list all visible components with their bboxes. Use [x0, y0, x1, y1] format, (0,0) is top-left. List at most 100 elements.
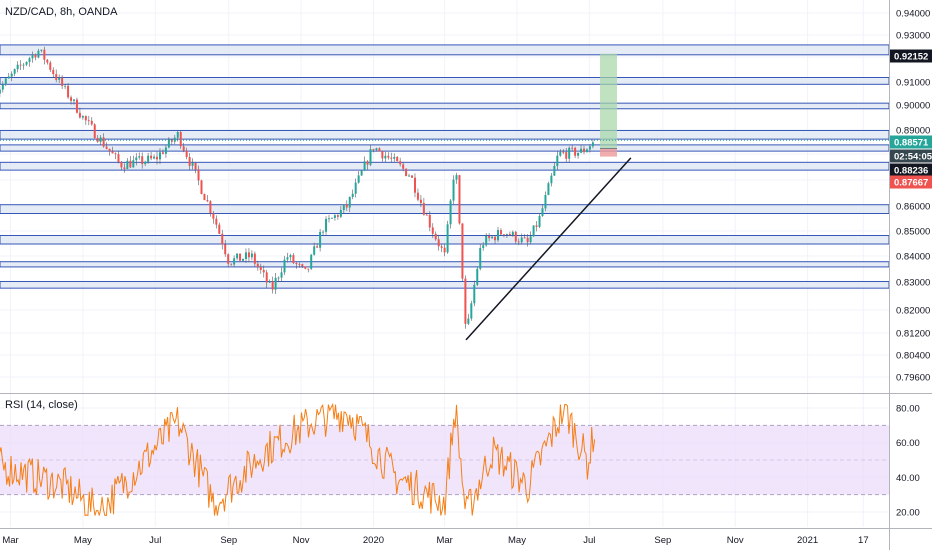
- candle-body: [179, 132, 182, 147]
- candle-body: [580, 148, 583, 153]
- candle-body: [31, 54, 34, 59]
- candle-body: [541, 208, 544, 216]
- candle-body: [239, 253, 242, 261]
- candle-body: [520, 237, 523, 243]
- price-tag-label: 0.92152: [894, 52, 928, 63]
- candle-body: [93, 124, 96, 138]
- candle-body: [491, 236, 494, 239]
- candle-body: [96, 137, 99, 142]
- candle-body: [22, 64, 25, 66]
- candle-body: [577, 152, 580, 156]
- candle-body: [114, 153, 117, 155]
- candle-body: [117, 154, 120, 163]
- candle-body: [434, 233, 437, 240]
- candle-body: [517, 241, 520, 243]
- zone-1: [0, 77, 890, 85]
- candle-body: [375, 148, 378, 151]
- candle-body: [274, 277, 277, 290]
- candle-body: [425, 214, 428, 216]
- y-tick-label: 0.85000: [896, 227, 930, 238]
- drawings: [0, 53, 889, 341]
- candle-body: [372, 149, 375, 151]
- price-candles: [0, 46, 594, 329]
- candle-body: [301, 264, 304, 267]
- candle-body: [19, 64, 22, 66]
- candle-body: [108, 148, 111, 152]
- candle-body: [271, 281, 274, 290]
- candle-body: [381, 151, 384, 159]
- candle-body: [262, 269, 265, 273]
- candle-body: [87, 120, 90, 122]
- candle-body: [212, 213, 215, 219]
- candle-body: [58, 77, 61, 80]
- candle-body: [455, 175, 458, 180]
- candle-body: [497, 230, 500, 241]
- candle-body: [253, 253, 256, 264]
- candle-body: [242, 258, 245, 261]
- candle-body: [369, 149, 372, 165]
- y-tick-label: 0.79600: [896, 373, 930, 384]
- y-tick-label: 0.84000: [896, 252, 930, 263]
- candle-body: [268, 281, 271, 283]
- x-tick-label: Nov: [293, 535, 310, 546]
- y-tick-label: 0.82000: [896, 306, 930, 317]
- candle-body: [405, 168, 408, 176]
- candle-body: [408, 175, 411, 177]
- candle-body: [568, 147, 571, 159]
- candle-body: [470, 303, 473, 319]
- candle-body: [502, 234, 505, 236]
- candle-body: [345, 204, 348, 208]
- candle-body: [105, 146, 108, 149]
- x-tick-label: Nov: [727, 535, 744, 546]
- price-tag-label: 0.88571: [894, 138, 929, 149]
- y-tick-label: 0.83000: [896, 278, 930, 289]
- candle-body: [583, 148, 586, 153]
- candle-body: [52, 69, 55, 75]
- price-tag-bg: [890, 135, 932, 149]
- candle-body: [7, 76, 10, 79]
- rsi-title: RSI (14, close): [5, 399, 78, 411]
- candle-body: [307, 268, 310, 270]
- candle-body: [384, 155, 387, 159]
- candle-body: [161, 152, 164, 154]
- candle-body: [203, 193, 206, 201]
- candle-body: [10, 73, 13, 77]
- candle-body: [390, 157, 393, 159]
- candle-body: [360, 170, 363, 176]
- candle-body: [538, 215, 541, 227]
- x-tick-label: 2020: [363, 535, 384, 546]
- x-tick-label: 17: [858, 535, 869, 546]
- candle-body: [49, 62, 52, 70]
- price-tag-label: 02:54:05: [894, 152, 932, 163]
- candle-body: [227, 254, 230, 264]
- candle-body: [78, 112, 81, 118]
- candle-body: [224, 244, 227, 255]
- candle-body: [316, 246, 319, 248]
- candle-body: [588, 146, 591, 150]
- candle-body: [556, 155, 559, 166]
- zone-0: [0, 44, 890, 56]
- candle-body: [387, 155, 390, 158]
- candle-body: [156, 156, 159, 160]
- candle-body: [158, 152, 161, 160]
- candle-body: [236, 253, 239, 259]
- candle-body: [366, 161, 369, 165]
- price-tag-label: 0.88236: [894, 166, 928, 177]
- candle-body: [75, 99, 78, 113]
- candle-body: [313, 246, 316, 255]
- candle-body: [319, 231, 322, 248]
- zone-6: [0, 204, 890, 214]
- candle-body: [206, 200, 209, 202]
- candle-body: [55, 74, 58, 80]
- candle-body: [464, 278, 467, 324]
- candle-body: [378, 148, 381, 152]
- candle-body: [135, 157, 138, 161]
- candle-body: [342, 204, 345, 211]
- candle-body: [218, 224, 221, 234]
- candle-body: [339, 210, 342, 217]
- candle-body: [532, 225, 535, 237]
- candle-body: [102, 137, 105, 147]
- candle-body: [13, 69, 16, 74]
